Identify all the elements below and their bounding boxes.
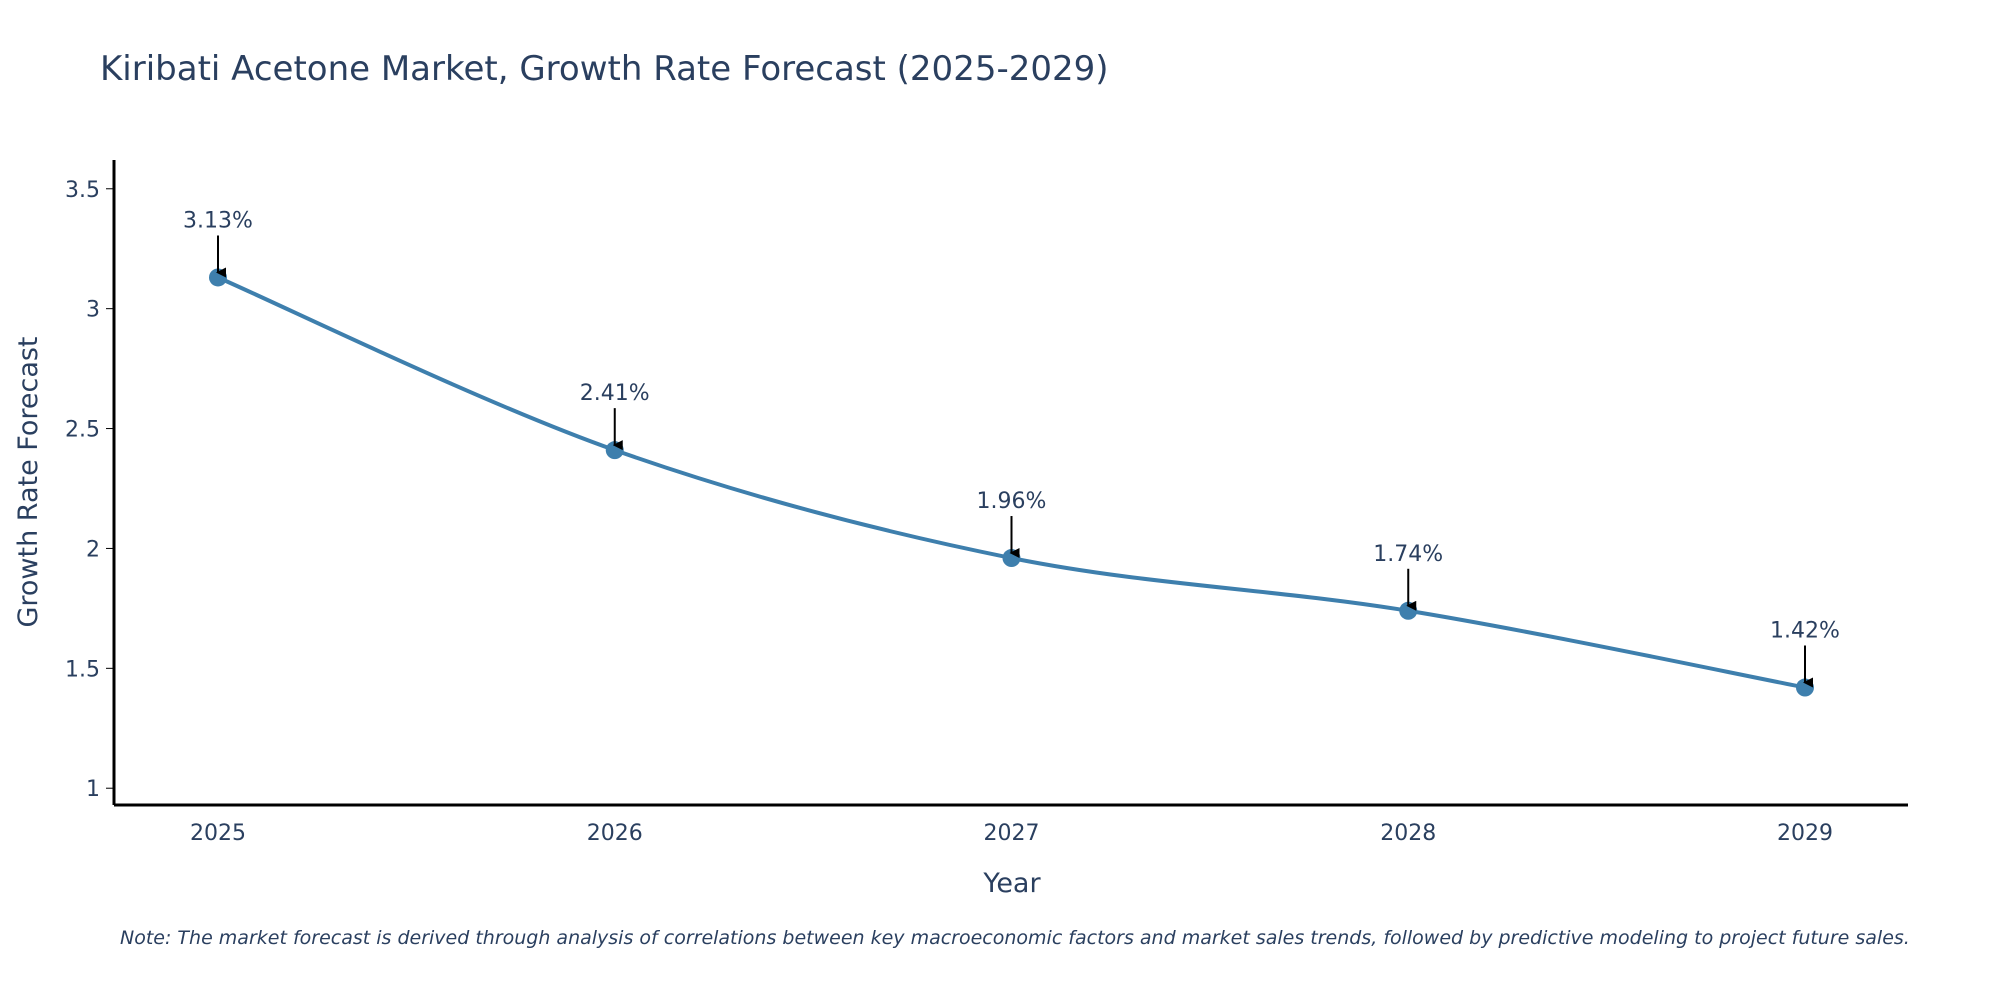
y-axis-title: Growth Rate Forecast	[13, 336, 44, 627]
data-annotations: 3.13% 2.41% 1.96% 1.74% 1.42%	[183, 208, 1840, 688]
x-tick-label: 2026	[587, 821, 643, 846]
data-label: 1.74%	[1373, 542, 1443, 567]
x-tick-label: 2027	[984, 821, 1040, 846]
data-markers	[209, 268, 1814, 697]
x-tick-label: 2028	[1380, 821, 1436, 846]
y-tick-label: 1.5	[65, 657, 100, 682]
y-tick-label: 3.5	[65, 178, 100, 203]
data-label: 1.96%	[977, 489, 1047, 514]
data-label: 1.42%	[1770, 619, 1840, 644]
x-tick-label: 2025	[190, 821, 246, 846]
data-label: 2.41%	[580, 381, 650, 406]
y-tick-label: 1	[86, 777, 100, 802]
y-tick-label: 2.5	[65, 418, 100, 443]
data-label: 3.13%	[183, 208, 253, 233]
x-axis-ticks: 2025 2026 2027 2028 2029	[190, 821, 1833, 846]
chart-title: Kiribati Acetone Market, Growth Rate For…	[100, 49, 1109, 89]
x-axis-title: Year	[982, 868, 1041, 899]
y-tick-label: 2	[86, 537, 100, 562]
x-tick-label: 2029	[1777, 821, 1833, 846]
y-axis-ticks: 1 1.5 2 2.5 3 3.5	[65, 178, 114, 802]
forecast-note: Note: The market forecast is derived thr…	[120, 927, 1910, 949]
series-line	[217, 275, 1806, 690]
y-tick-label: 3	[86, 298, 100, 323]
